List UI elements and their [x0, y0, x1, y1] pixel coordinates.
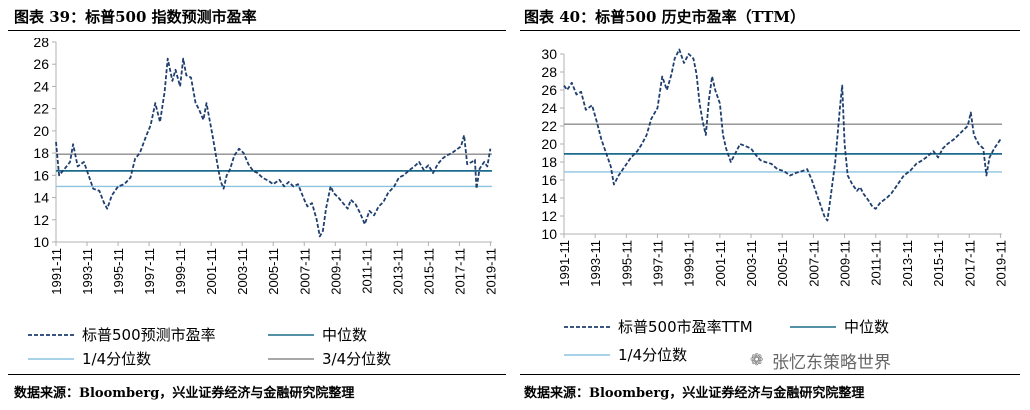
chart-forward-pe: 10 12 14 16 18 20 22 24 26 28 1991-11 1993-11 1995-1…	[28, 38, 498, 368]
title-rule-right	[520, 30, 1020, 31]
x-tick-label: 1999-11	[173, 248, 188, 295]
title-rule-left	[8, 30, 506, 31]
x-tick-label: 2019-11	[483, 248, 498, 295]
y-tick-label: 12	[33, 212, 49, 228]
legend-label-median-line: 中位数	[322, 326, 367, 344]
source-rule-left	[8, 374, 506, 375]
y-tick-label: 26	[541, 82, 557, 98]
x-tick-label: 2019-11	[993, 240, 1008, 287]
x-tick-label: 2001-11	[204, 248, 219, 295]
x-tick-label: 2017-11	[962, 240, 977, 287]
x-tick-label: 2007-11	[806, 240, 821, 287]
x-tick-label: 2003-11	[235, 248, 250, 295]
watermark-text: 张忆东策略世界	[772, 353, 891, 373]
y-tick-label: 18	[541, 154, 557, 170]
x-tick-label: 1993-11	[588, 240, 603, 287]
chart-ttm-pe: 10 12 14 16 18 20 22 24 26 28 30 1991-11 1993-11 1995…	[541, 46, 1008, 364]
legend-label-median-line: 中位数	[844, 318, 889, 336]
legend-label-pe-line: 标普500预测市盈率	[82, 326, 216, 344]
legend-label-quartile1-line: 1/4分位数	[618, 346, 687, 364]
x-tick-label: 2005-11	[775, 240, 790, 287]
y-tick-label: 10	[541, 226, 557, 242]
x-tick-label: 2015-11	[931, 240, 946, 287]
legend-label-quartile1-line: 1/4分位数	[82, 350, 151, 368]
chart-title-left: 图表 39：标普500 指数预测市盈率	[14, 8, 257, 26]
y-tick-label: 28	[541, 64, 557, 80]
x-tick-label: 1997-11	[651, 240, 666, 287]
source-rule-right	[520, 374, 1020, 375]
y-tick-label: 24	[541, 100, 557, 116]
y-tick-label: 14	[33, 190, 49, 206]
y-tick-label: 16	[33, 167, 49, 183]
x-tick-label: 1995-11	[111, 248, 126, 295]
x-tick-label: 2009-11	[328, 248, 343, 295]
x-tick-label: 2011-11	[359, 248, 374, 294]
legend-label-pe-line: 标普500市盈率TTM	[618, 318, 753, 336]
x-tick-label: 1991-11	[557, 240, 572, 287]
y-tick-label: 28	[33, 38, 49, 50]
x-tick-label: 2007-11	[297, 248, 312, 295]
x-tick-label: 2013-11	[390, 248, 405, 295]
pe-line	[55, 57, 492, 238]
x-tick-label: 1993-11	[80, 248, 95, 295]
y-tick-label: 24	[33, 78, 49, 94]
legend-label-quartile3-line: 3/4分位数	[322, 350, 391, 368]
y-tick-label: 14	[541, 190, 557, 206]
y-tick-label: 22	[33, 101, 49, 117]
y-tick-label: 16	[541, 172, 557, 188]
x-tick-label: 2011-11	[869, 240, 884, 286]
source-note-left: 数据来源：Bloomberg，兴业证券经济与金融研究院整理	[14, 386, 355, 401]
pe-line	[563, 48, 1002, 222]
x-tick-label: 2001-11	[713, 240, 728, 287]
y-tick-label: 20	[33, 123, 49, 139]
y-tick-label: 30	[541, 46, 557, 62]
x-tick-label: 2013-11	[900, 240, 915, 287]
wechat-icon: ❁	[750, 350, 764, 369]
x-tick-label: 2009-11	[838, 240, 853, 287]
x-tick-label: 2005-11	[266, 248, 281, 295]
x-tick-label: 1995-11	[619, 240, 634, 287]
y-tick-label: 26	[33, 56, 49, 72]
x-tick-label: 1991-11	[49, 248, 64, 295]
x-tick-label: 2003-11	[744, 240, 759, 287]
source-note-right: 数据来源：Bloomberg，兴业证券经济与金融研究院整理	[524, 386, 865, 401]
x-tick-label: 2017-11	[452, 248, 467, 295]
y-tick-label: 12	[541, 208, 557, 224]
y-tick-label: 10	[33, 234, 49, 250]
y-tick-label: 20	[541, 136, 557, 152]
x-tick-label: 2015-11	[421, 248, 436, 295]
chart-title-right: 图表 40：标普500 历史市盈率（TTM）	[524, 8, 806, 26]
y-tick-label: 22	[541, 118, 557, 134]
x-tick-label: 1997-11	[142, 248, 157, 295]
x-tick-label: 1999-11	[682, 240, 697, 287]
y-tick-label: 18	[33, 145, 49, 161]
